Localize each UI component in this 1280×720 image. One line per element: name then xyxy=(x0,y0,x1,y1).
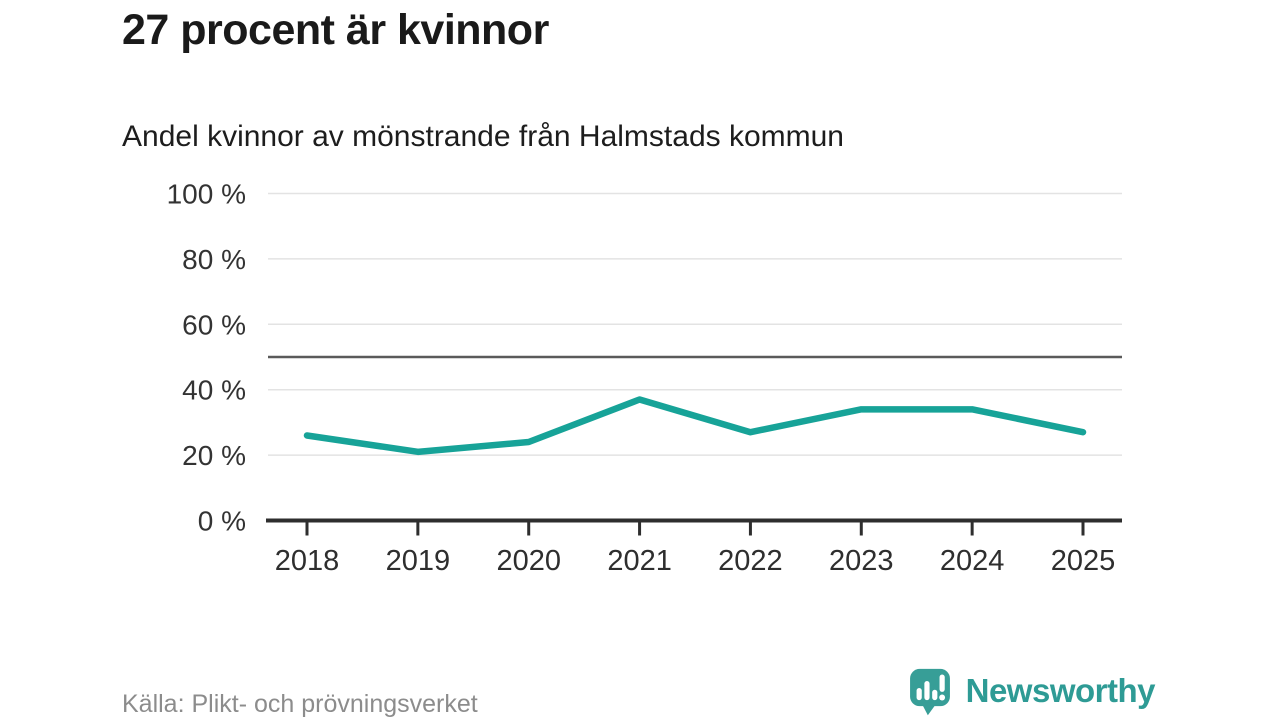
newsworthy-logo-icon xyxy=(909,668,950,716)
svg-text:100 %: 100 % xyxy=(167,179,246,210)
svg-text:2022: 2022 xyxy=(718,545,783,577)
svg-text:80 %: 80 % xyxy=(182,244,246,275)
svg-text:2021: 2021 xyxy=(607,545,672,577)
svg-text:2024: 2024 xyxy=(940,545,1005,577)
svg-text:2018: 2018 xyxy=(275,545,340,577)
svg-text:40 %: 40 % xyxy=(182,375,246,406)
svg-text:2020: 2020 xyxy=(496,545,561,577)
chart-subtitle: Andel kvinnor av mönstrande från Halmsta… xyxy=(122,120,844,153)
svg-text:2025: 2025 xyxy=(1051,545,1116,577)
svg-text:0 %: 0 % xyxy=(198,506,246,537)
svg-text:2019: 2019 xyxy=(386,545,451,577)
newsworthy-logo-text: Newsworthy xyxy=(965,672,1156,709)
page-title: 27 procent är kvinnor xyxy=(122,6,549,54)
svg-text:60 %: 60 % xyxy=(182,309,246,340)
svg-text:2023: 2023 xyxy=(829,545,894,577)
newsworthy-logo: Newsworthy xyxy=(904,663,1156,719)
source-note: Källa: Plikt- och prövningsverket xyxy=(122,690,478,718)
svg-text:20 %: 20 % xyxy=(182,440,246,471)
